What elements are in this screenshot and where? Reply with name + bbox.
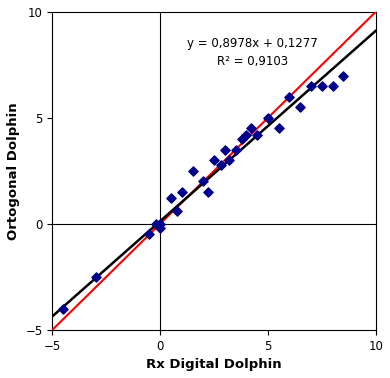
Point [286,94,292,100]
Point [217,161,223,167]
Point [276,125,282,132]
Point [153,221,159,227]
Point [222,147,228,153]
Point [157,221,163,227]
Point [174,208,181,214]
Point [200,178,206,184]
Point [92,274,99,280]
Point [340,73,346,79]
Point [204,189,211,195]
Point [157,225,163,231]
Point [248,125,254,132]
Point [179,189,185,195]
Point [146,231,152,237]
Point [297,104,303,110]
Text: y = 0,8978x + 0,1277
R² = 0,9103: y = 0,8978x + 0,1277 R² = 0,9103 [188,37,318,68]
Point [211,157,217,163]
Point [254,132,260,138]
X-axis label: Rx Digital Dolphin: Rx Digital Dolphin [146,358,282,371]
Point [308,83,314,89]
Point [226,157,232,163]
Point [232,147,239,153]
Point [243,132,250,138]
Point [168,195,174,201]
Point [190,168,196,174]
Point [319,83,325,89]
Point [330,83,336,89]
Y-axis label: Ortogonal Dolphin: Ortogonal Dolphin [7,102,20,240]
Point [60,305,66,311]
Point [265,115,271,121]
Point [239,136,245,142]
